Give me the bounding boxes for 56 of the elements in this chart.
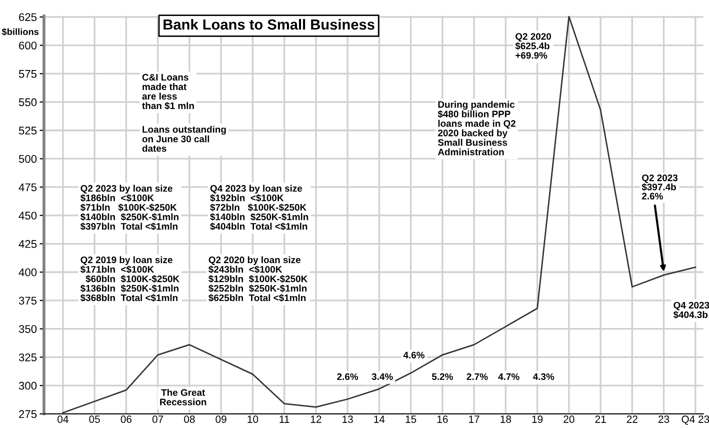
annotation: The Great Recession [160, 388, 206, 406]
annotation: Q2 2023 $397.4b 2.6% [642, 174, 678, 200]
y-tick-label: 375 [18, 296, 37, 305]
annotation: 2.7% [466, 373, 488, 380]
annotation: 4.6% [403, 352, 424, 358]
x-tick-label: 12 [310, 416, 322, 423]
annotation: Loans outstanding on June 30 call dates [142, 126, 226, 152]
annotation: C&I Loans made that are less than $1 mln [142, 74, 194, 110]
annotation: 3.4% [372, 373, 393, 380]
annotation: Q2 2023 by loan size $186bln <$100K $71bln $100K-$250K $140bln $250K-$1mln $397bln Total <$1mln [80, 184, 178, 230]
x-tick-label: 18 [500, 416, 512, 423]
x-tick-label: 23 [658, 416, 670, 423]
x-tick-label: 08 [184, 416, 195, 423]
annotation: Q4 2023 $404.3b [673, 302, 709, 319]
annotation: During pandemic $480 billion PPP loans made in Q2 2020 backed by Small Business Administration [438, 100, 516, 156]
x-tick-label: 07 [152, 416, 164, 423]
annotation: Q2 2020 $625.4b +69.9% [515, 33, 552, 59]
annotation: 5.2% [432, 373, 453, 380]
y-tick-label: 600 [19, 42, 37, 50]
y-axis-title: $billions [2, 28, 39, 36]
x-tick-label: 16 [437, 416, 448, 423]
x-tick-label: 04 [58, 416, 68, 423]
annotation: 2.6% [337, 373, 358, 380]
y-tick-label: 575 [18, 70, 37, 78]
x-tick-label: 17 [469, 416, 480, 423]
chart-title: Bank Loans to Small Business [164, 18, 374, 30]
y-tick-label: 425 [18, 240, 37, 248]
annotation: Q2 2020 by loan size $243bln <$100K $129bln $100K-$250K $252bln $250K-$1mln $625bln Total <$1mln [208, 256, 308, 302]
y-tick-label: 550 [18, 98, 37, 106]
x-tick-label: 13 [342, 416, 353, 423]
annotation: 4.7% [498, 373, 520, 380]
x-tick-label: 05 [89, 416, 100, 423]
annotation: 4.3% [533, 373, 554, 380]
y-tick-label: 475 [18, 183, 37, 192]
y-tick-label: 300 [18, 382, 37, 390]
x-tick-label: 21 [595, 416, 606, 423]
x-tick-label: 10 [248, 416, 258, 423]
x-tick-label: 11 [280, 416, 290, 423]
y-tick-label: 450 [18, 212, 37, 220]
annotation: Q2 2019 by loan size $171bln <$100K $60bln $100K-$250K $136bln $250K-$1mln $368bln Total <$1mln [80, 256, 180, 302]
y-tick-label: 525 [18, 126, 37, 135]
x-tick-label: Q4 23 [682, 416, 709, 425]
y-tick-label: 350 [18, 325, 37, 333]
y-tick-label: 500 [18, 154, 37, 163]
x-tick-label: 19 [532, 416, 543, 423]
x-tick-label: 22 [626, 416, 638, 423]
x-tick-label: 06 [120, 416, 132, 423]
y-tick-label: 625 [19, 13, 37, 22]
x-tick-label: 09 [216, 416, 226, 423]
y-tick-label: 325 [18, 353, 37, 362]
y-tick-label: 400 [18, 268, 37, 276]
x-tick-label: 14 [374, 416, 385, 423]
annotation: Q4 2023 by loan size $192bln <$100K $72bln $100K-$250K $140bln $250K-$1mln $404bln Total <$1mln [210, 184, 308, 230]
x-tick-label: 15 [406, 416, 416, 423]
y-tick-label: 275 [19, 410, 37, 418]
x-tick-label: 20 [564, 416, 574, 423]
